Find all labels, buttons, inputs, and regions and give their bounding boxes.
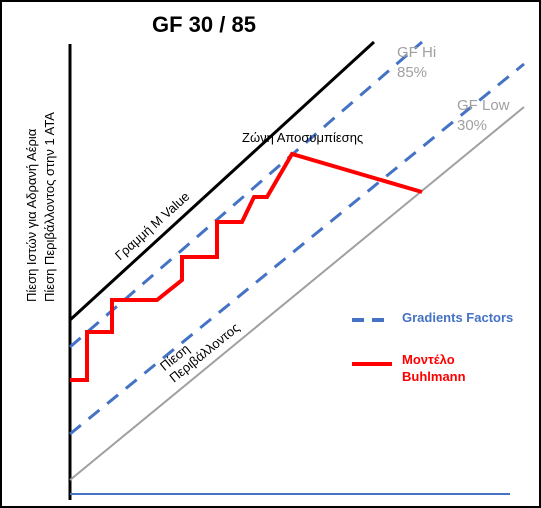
legend-buhlmann-1: Μοντέλο [402, 352, 466, 369]
gf-hi-label-2: 85% [397, 64, 427, 81]
m-value-line [70, 42, 374, 320]
legend-buhlmann-2: Buhlmann [402, 369, 466, 386]
gf-low-label-2: 30% [457, 117, 487, 134]
gf-chart: GF 30 / 85 Πίεση Ιστών για Αδρανή Αέρια … [0, 0, 541, 508]
gf-low-label-1: GF Low [457, 97, 510, 114]
y-axis-label-2: Πίεση Περιβάλλοντος στην 1 ΑΤΑ [42, 112, 57, 302]
gf-hi-label-1: GF Hi [397, 44, 436, 61]
chart-svg [2, 2, 539, 506]
chart-title: GF 30 / 85 [152, 12, 256, 38]
buhlmann-line [70, 154, 422, 380]
legend-buhlmann-text: Μοντέλο Buhlmann [402, 352, 466, 386]
deco-zone-label: Ζώνη Αποσυμπίεσης [242, 130, 363, 145]
ambient-pressure-line [70, 107, 524, 480]
y-axis-label-1: Πίεση Ιστών για Αδρανή Αέρια [24, 129, 39, 302]
legend-gf-text: Gradients Factors [402, 310, 513, 325]
